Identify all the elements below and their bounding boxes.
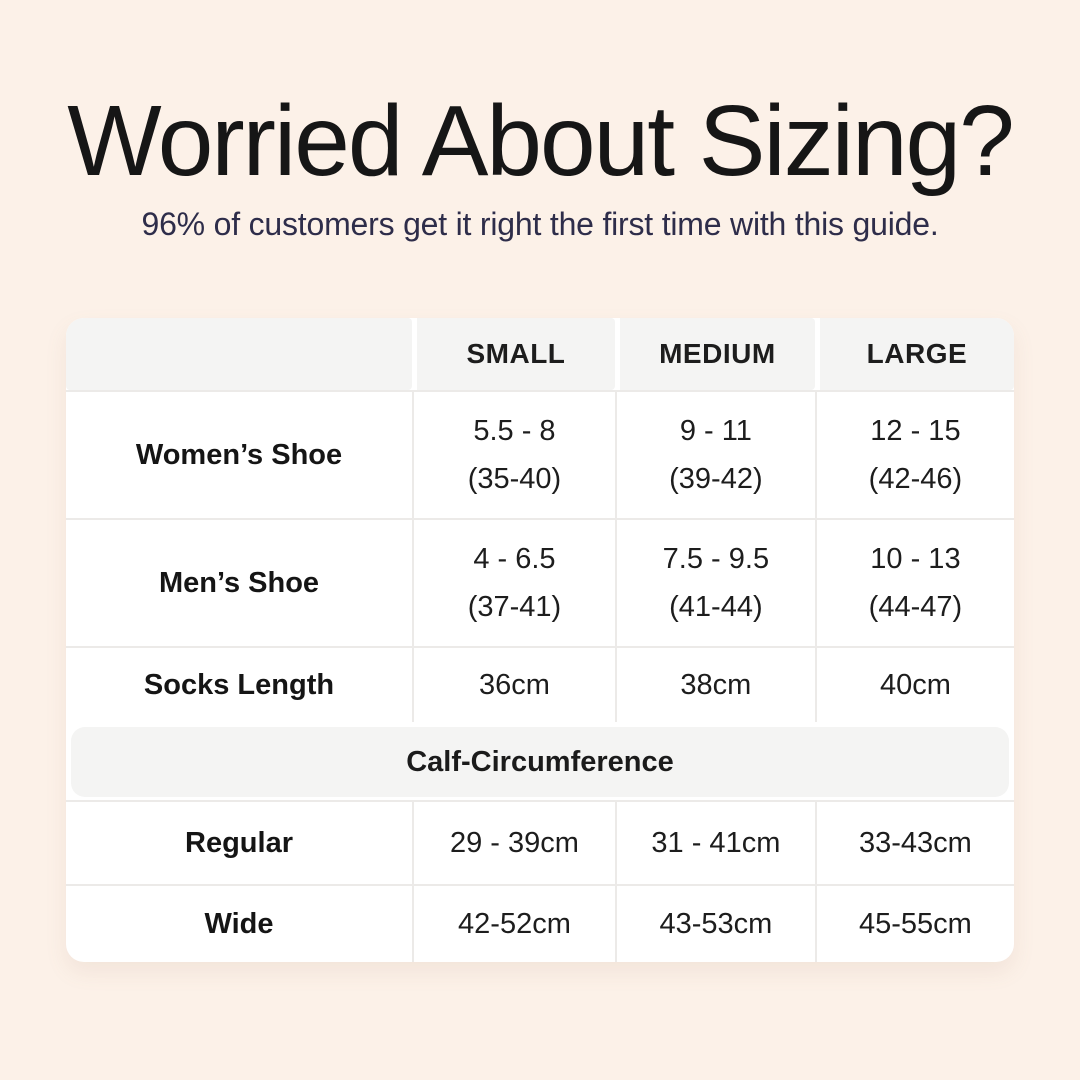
us-size-range: 10 - 13: [870, 543, 961, 575]
cell-mens-large: 10 - 13 (44-47): [814, 518, 1014, 646]
cell-socks-large: 40cm: [814, 646, 1014, 722]
us-size-range: 4 - 6.5: [473, 543, 556, 575]
eu-size-range: (35-40): [467, 463, 562, 495]
row-label-wide: Wide: [66, 884, 413, 962]
table-row-womens-shoe: Women’s Shoe 5.5 - 8 (35-40) 9 - 11 (39-…: [66, 390, 1014, 518]
cell-socks-small: 36cm: [412, 646, 615, 722]
cell-regular-small: 29 - 39cm: [412, 802, 615, 884]
table-header-row: SMALL MEDIUM LARGE: [66, 318, 1014, 390]
section-header-calf-circumference: Calf-Circumference: [71, 727, 1009, 797]
column-header-medium: MEDIUM: [614, 318, 815, 390]
row-label-mens-shoe: Men’s Shoe: [66, 518, 413, 646]
row-label-regular: Regular: [185, 826, 293, 859]
cell-womens-large: 12 - 15 (42-46): [814, 390, 1014, 518]
cell-wide-small: 42-52cm: [412, 884, 615, 962]
cell-mens-medium: 7.5 - 9.5 (41-44): [614, 518, 815, 646]
cell-mens-small: 4 - 6.5 (37-41): [412, 518, 615, 646]
column-header-small: SMALL: [412, 318, 615, 390]
cell-regular-medium: 31 - 41cm: [614, 802, 815, 884]
section-band-wrap: Calf-Circumference: [66, 727, 1014, 802]
eu-size-range: (39-42): [669, 463, 763, 495]
us-size-range: 7.5 - 9.5: [662, 543, 770, 575]
eu-size-range: (44-47): [868, 591, 963, 623]
table-row-socks-length: Socks Length 36cm 38cm 40cm: [66, 646, 1014, 722]
size-chart-table: SMALL MEDIUM LARGE Women’s Shoe 5.5 - 8 …: [66, 318, 1014, 962]
us-size-range: 12 - 15: [870, 415, 961, 447]
eu-size-range: (37-41): [467, 591, 562, 623]
column-header-empty: [66, 318, 413, 390]
table-row-wide: Wide 42-52cm 43-53cm 45-55cm: [66, 884, 1014, 962]
column-header-large: LARGE: [814, 318, 1014, 390]
table-row-mens-shoe: Men’s Shoe 4 - 6.5 (37-41) 7.5 - 9.5 (41…: [66, 518, 1014, 646]
cell-wide-large: 45-55cm: [814, 884, 1014, 962]
us-size-range: 9 - 11: [679, 415, 752, 447]
row-label-womens-shoe: Women’s Shoe: [66, 390, 413, 518]
eu-size-range: (42-46): [868, 463, 963, 495]
cell-socks-medium: 38cm: [614, 646, 815, 722]
us-size-range: 5.5 - 8: [473, 415, 556, 447]
eu-size-range: (41-44): [669, 591, 763, 623]
page-subtitle: 96% of customers get it right the first …: [141, 206, 939, 242]
cell-womens-medium: 9 - 11 (39-42): [614, 390, 815, 518]
table-row-regular: Regular 29 - 39cm 31 - 41cm 33-43cm: [66, 802, 1014, 884]
page-title: Worried About Sizing?: [67, 85, 1015, 197]
cell-wide-medium: 43-53cm: [614, 884, 815, 962]
cell-womens-small: 5.5 - 8 (35-40): [412, 390, 615, 518]
cell-regular-large: 33-43cm: [814, 802, 1014, 884]
row-label-socks-length: Socks Length: [66, 646, 413, 722]
